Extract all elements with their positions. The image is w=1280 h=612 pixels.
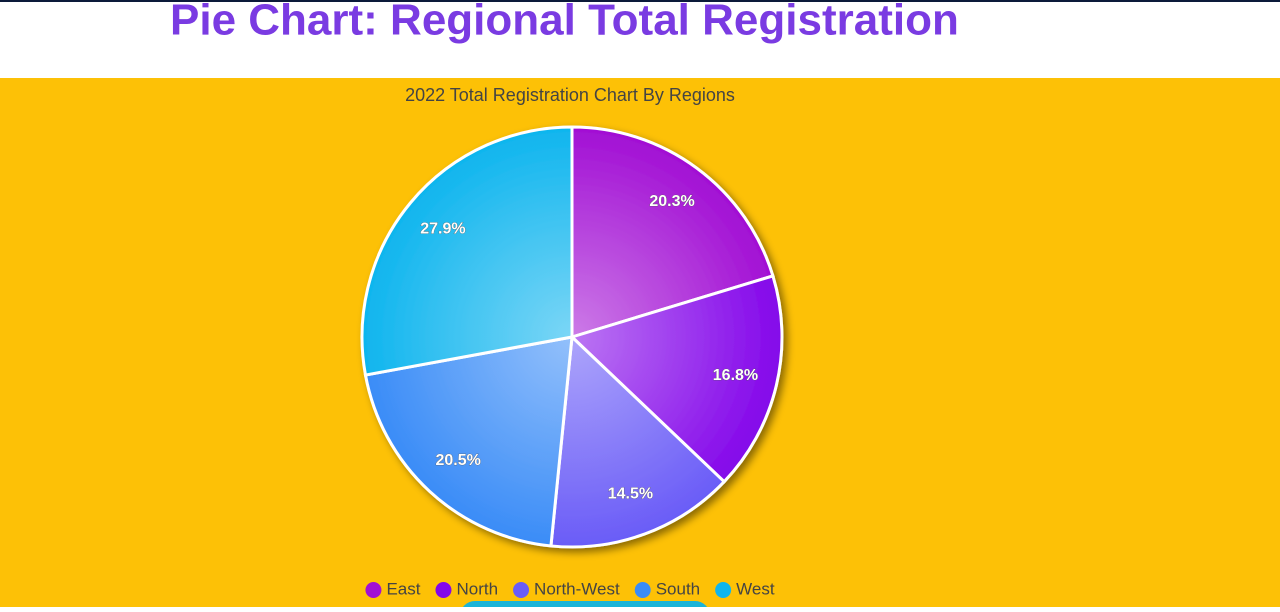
data-label: 14.5% (608, 486, 653, 503)
pie-slice (569, 274, 784, 484)
data-label: 20.5% (435, 452, 480, 469)
pie-slice (570, 125, 775, 340)
chart-title: 2022 Total Registration Chart By Regions (405, 85, 735, 105)
pie-slice (363, 335, 574, 548)
data-label: 20.3% (649, 193, 694, 210)
pie-slice (360, 125, 574, 377)
pie (360, 125, 784, 549)
legend-marker (715, 582, 732, 598)
button[interactable] (460, 601, 710, 612)
legend-label: East (386, 579, 420, 598)
legend-label: South (656, 579, 700, 598)
header-bg (0, 0, 1280, 78)
legend-marker (634, 582, 651, 598)
legend-marker (435, 582, 452, 598)
data-label: 27.9% (420, 221, 465, 238)
top-border (0, 0, 1280, 2)
legend-label: West (736, 579, 775, 598)
page-title: Pie Chart: Regional Total Registration (170, 0, 959, 45)
legend-label: North-West (534, 579, 620, 598)
data-label: 16.8% (713, 367, 758, 384)
pie-slice (549, 333, 727, 549)
legend-label: North (456, 579, 498, 598)
legend-marker (513, 582, 530, 598)
legend-marker (365, 582, 382, 598)
